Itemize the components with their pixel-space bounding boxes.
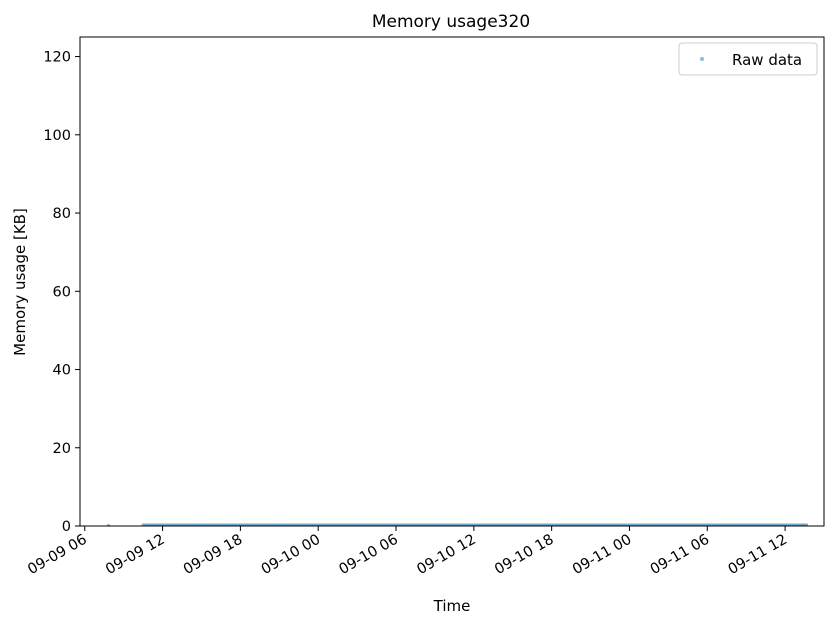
legend: Raw data — [678, 42, 818, 76]
legend-label: Raw data — [732, 51, 802, 69]
x-tick-label: 09-10 12 — [414, 532, 478, 578]
y-tick-label: 120 — [43, 50, 71, 66]
x-tick-label: 09-09 06 — [25, 532, 89, 578]
x-tick-label: 09-09 12 — [103, 532, 167, 578]
x-axis-ticks: 09-09 06 09-09 12 09-09 18 09-10 00 09-10 06… — [25, 526, 790, 578]
y-tick-label: 100 — [43, 128, 71, 144]
legend-marker — [700, 57, 704, 61]
y-tick-label: 20 — [53, 441, 71, 457]
x-tick-label: 09-10 06 — [337, 532, 401, 578]
legend-box — [678, 42, 818, 76]
y-axis-ticks: 0 20 40 60 80 100 120 — [43, 50, 80, 535]
x-tick-label: 09-10 00 — [259, 532, 323, 578]
y-tick-label: 0 — [62, 519, 71, 535]
y-tick-label: 80 — [53, 206, 71, 222]
y-axis-label: Memory usage [KB] — [11, 208, 29, 356]
x-axis-label: Time — [433, 597, 471, 615]
y-tick-label: 40 — [53, 363, 71, 379]
x-tick-label: 09-11 00 — [570, 532, 634, 578]
x-tick-label: 09-11 12 — [726, 532, 790, 578]
chart-title: Memory usage320 — [372, 12, 530, 32]
plot-frame — [79, 36, 825, 527]
x-tick-label: 09-10 18 — [492, 532, 556, 578]
x-tick-label: 09-09 18 — [181, 532, 245, 578]
x-tick-label: 09-11 06 — [648, 532, 712, 578]
y-tick-label: 60 — [53, 284, 71, 300]
